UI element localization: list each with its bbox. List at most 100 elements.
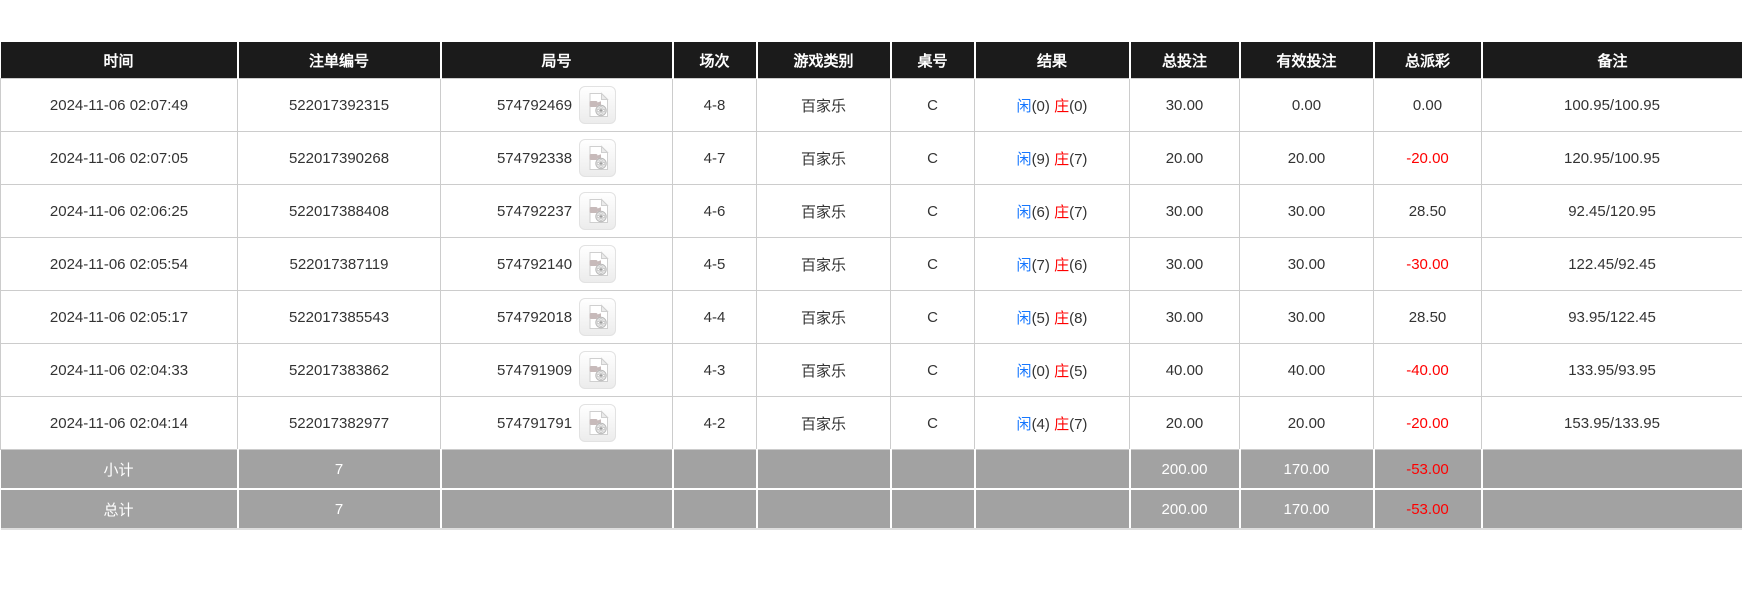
cell-total-bet: 40.00 xyxy=(1129,343,1240,397)
cell-session: 4-8 xyxy=(672,78,757,132)
cell-total-bet: 20.00 xyxy=(1129,396,1240,450)
video-file-icon xyxy=(589,410,609,435)
video-replay-button[interactable] xyxy=(579,404,617,442)
cell-result: 闲(7) 庄(6) xyxy=(974,237,1130,291)
cell-bet-no: 522017392315 xyxy=(237,78,441,132)
cell-bet-no: 522017385543 xyxy=(237,290,441,344)
result-player-score: (4) xyxy=(1031,415,1050,433)
result-player-score: (0) xyxy=(1031,97,1050,115)
cell-remark: 93.95/122.45 xyxy=(1481,290,1742,344)
cell-remark: 100.95/100.95 xyxy=(1481,78,1742,132)
cell-round-no: 574792237 xyxy=(440,184,673,238)
cell-result: 闲(6) 庄(7) xyxy=(974,184,1130,238)
round-number: 574792469 xyxy=(496,96,573,114)
result-banker-label: 庄 xyxy=(1054,309,1070,327)
cell-valid-bet: 0.00 xyxy=(1239,78,1374,132)
result-banker-label: 庄 xyxy=(1054,150,1070,168)
cell-bet-no: 522017382977 xyxy=(237,396,441,450)
subtotal-count: 7 xyxy=(236,449,441,489)
cell-remark: 133.95/93.95 xyxy=(1481,343,1742,397)
cell-remark: 120.95/100.95 xyxy=(1481,131,1742,185)
cell-session: 4-3 xyxy=(672,343,757,397)
cell-time: 2024-11-06 02:07:05 xyxy=(0,131,238,185)
subtotal-label: 小计 xyxy=(0,449,238,489)
cell-table-no: C xyxy=(890,237,975,291)
cell-time: 2024-11-06 02:06:25 xyxy=(0,184,238,238)
table-row: 2024-11-06 02:07:05 522017390268 5747923… xyxy=(0,131,1742,185)
cell-valid-bet: 30.00 xyxy=(1239,290,1374,344)
cell-game-type: 百家乐 xyxy=(756,290,891,344)
cell-session: 4-4 xyxy=(672,290,757,344)
cell-table-no: C xyxy=(890,131,975,185)
round-number: 574792140 xyxy=(496,255,573,273)
cell-total-payout: -20.00 xyxy=(1373,131,1482,185)
cell-valid-bet: 20.00 xyxy=(1239,396,1374,450)
round-number: 574792018 xyxy=(496,308,573,326)
cell-session: 4-5 xyxy=(672,237,757,291)
grand-total-empty-remark xyxy=(1480,488,1742,530)
col-header-total-bet: 总投注 xyxy=(1128,42,1240,79)
result-banker-label: 庄 xyxy=(1054,97,1070,115)
subtotal-row: 小计 7 200.00 170.00 -53.00 xyxy=(0,449,1742,489)
video-file-icon xyxy=(589,304,609,329)
cell-result: 闲(0) 庄(5) xyxy=(974,343,1130,397)
cell-total-payout: 0.00 xyxy=(1373,78,1482,132)
col-header-valid-bet: 有效投注 xyxy=(1238,42,1374,79)
video-replay-button[interactable] xyxy=(579,192,617,230)
cell-time: 2024-11-06 02:04:14 xyxy=(0,396,238,450)
video-replay-button[interactable] xyxy=(579,139,617,177)
cell-total-payout: -20.00 xyxy=(1373,396,1482,450)
cell-total-payout: -40.00 xyxy=(1373,343,1482,397)
result-player-label: 闲 xyxy=(1016,256,1032,274)
col-header-result: 结果 xyxy=(973,42,1130,79)
result-banker-score: (8) xyxy=(1069,309,1088,327)
grand-total-count: 7 xyxy=(236,488,441,530)
cell-valid-bet: 40.00 xyxy=(1239,343,1374,397)
cell-total-payout: 28.50 xyxy=(1373,184,1482,238)
video-replay-button[interactable] xyxy=(579,86,617,124)
cell-bet-no: 522017390268 xyxy=(237,131,441,185)
grand-total-total-bet: 200.00 xyxy=(1128,488,1240,530)
result-player-score: (6) xyxy=(1031,203,1050,221)
cell-result: 闲(5) 庄(8) xyxy=(974,290,1130,344)
subtotal-valid-bet: 170.00 xyxy=(1238,449,1374,489)
cell-table-no: C xyxy=(890,78,975,132)
video-replay-button[interactable] xyxy=(579,245,617,283)
result-player-score: (9) xyxy=(1031,150,1050,168)
result-banker-label: 庄 xyxy=(1054,362,1070,380)
cell-result: 闲(9) 庄(7) xyxy=(974,131,1130,185)
cell-time: 2024-11-06 02:04:33 xyxy=(0,343,238,397)
col-header-table-no: 桌号 xyxy=(889,42,975,79)
subtotal-empty-session xyxy=(671,449,757,489)
cell-bet-no: 522017383862 xyxy=(237,343,441,397)
cell-total-bet: 30.00 xyxy=(1129,290,1240,344)
col-header-bet-no: 注单编号 xyxy=(236,42,441,79)
cell-remark: 92.45/120.95 xyxy=(1481,184,1742,238)
summary-body: 小计 7 200.00 170.00 -53.00 总计 7 xyxy=(0,449,1742,530)
result-player-label: 闲 xyxy=(1016,150,1032,168)
cell-bet-no: 522017387119 xyxy=(237,237,441,291)
cell-total-bet: 30.00 xyxy=(1129,237,1240,291)
grand-total-row: 总计 7 200.00 170.00 -53.00 xyxy=(0,488,1742,530)
video-replay-button[interactable] xyxy=(579,298,617,336)
cell-table-no: C xyxy=(890,184,975,238)
grand-total-empty-session xyxy=(671,488,757,530)
cell-remark: 153.95/133.95 xyxy=(1481,396,1742,450)
bet-records-table: 时间 注单编号 局号 场次 游戏类别 桌号 结果 总投注 有效投注 总派彩 备注… xyxy=(0,42,1742,530)
table-row: 2024-11-06 02:05:17 522017385543 5747920… xyxy=(0,290,1742,344)
video-file-icon xyxy=(589,357,609,382)
cell-result: 闲(0) 庄(0) xyxy=(974,78,1130,132)
video-replay-button[interactable] xyxy=(579,351,617,389)
grand-total-empty-game xyxy=(755,488,891,530)
grand-total-label: 总计 xyxy=(0,488,238,530)
cell-time: 2024-11-06 02:05:54 xyxy=(0,237,238,291)
cell-game-type: 百家乐 xyxy=(756,131,891,185)
result-banker-score: (7) xyxy=(1069,203,1088,221)
cell-round-no: 574791791 xyxy=(440,396,673,450)
cell-round-no: 574792140 xyxy=(440,237,673,291)
table-row: 2024-11-06 02:05:54 522017387119 5747921… xyxy=(0,237,1742,291)
grand-total-empty-result xyxy=(973,488,1130,530)
col-header-time: 时间 xyxy=(0,42,238,79)
cell-table-no: C xyxy=(890,396,975,450)
col-header-total-payout: 总派彩 xyxy=(1372,42,1482,79)
